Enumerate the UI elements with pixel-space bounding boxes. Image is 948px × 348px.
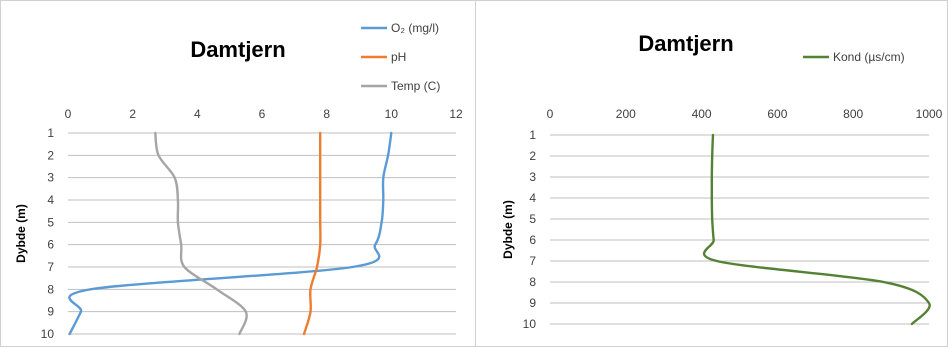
x-tick-label: 0 <box>65 107 72 121</box>
chart-title: Damtjern <box>190 37 285 62</box>
series-line <box>302 131 322 336</box>
x-tick-label: 4 <box>194 107 201 121</box>
y-tick-label: 5 <box>47 215 54 229</box>
y-tick-label: 5 <box>529 212 536 226</box>
y-axis-label: Dybde (m) <box>501 200 515 259</box>
y-tick-label: 2 <box>529 149 536 163</box>
y-tick-label: 4 <box>47 193 54 207</box>
y-tick-label: 9 <box>47 305 54 319</box>
y-axis-label: Dybde (m) <box>14 204 28 263</box>
x-tick-label: 1000 <box>916 107 943 121</box>
x-tick-label: 10 <box>385 107 399 121</box>
x-tick-label: 0 <box>547 107 554 121</box>
chart-title: Damtjern <box>638 31 733 56</box>
y-tick-label: 1 <box>529 128 536 142</box>
x-tick-label: 400 <box>692 107 712 121</box>
y-tick-label: 9 <box>529 296 536 310</box>
series-line <box>154 131 248 336</box>
series-line <box>68 131 393 336</box>
y-tick-label: 8 <box>529 275 536 289</box>
chart-right-svg: Damtjern 1 2 3 4 5 6 7 8 9 10 0 200 400 600 800 1000 Dybd… <box>501 31 943 331</box>
chart-right-panel: Damtjern 1 2 3 4 5 6 7 8 9 10 0 200 400 600 800 1000 Dybd… <box>476 0 948 347</box>
x-tick-label: 800 <box>843 107 863 121</box>
y-tick-label: 10 <box>41 327 55 341</box>
x-tick-label: 600 <box>767 107 787 121</box>
x-tick-label: 6 <box>259 107 266 121</box>
y-tick-label: 3 <box>47 171 54 185</box>
y-tick-label: 3 <box>529 170 536 184</box>
y-tick-label: 8 <box>47 282 54 296</box>
y-tick-label: 6 <box>529 233 536 247</box>
y-tick-label: 7 <box>47 260 54 274</box>
series-line <box>702 133 931 326</box>
y-tick-label: 1 <box>47 126 54 140</box>
y-tick-label: 2 <box>47 148 54 162</box>
x-tick-label: 12 <box>449 107 463 121</box>
y-tick-label: 7 <box>529 254 536 268</box>
legend-label: Temp (C) <box>391 79 440 93</box>
y-tick-label: 4 <box>529 191 536 205</box>
legend-label: pH <box>391 50 406 64</box>
y-tick-label: 6 <box>47 238 54 252</box>
chart-left-panel: Damtjern 1 2 3 4 5 6 7 8 9 10 0 2 4 6 8 10 12 Dybde (m) O₂ … <box>0 0 476 347</box>
x-tick-label: 8 <box>323 107 330 121</box>
legend-label: O₂ (mg/l) <box>391 21 439 35</box>
legend-label: Kond (µs/cm) <box>833 50 905 64</box>
x-tick-label: 2 <box>129 107 136 121</box>
x-tick-label: 200 <box>616 107 636 121</box>
y-tick-label: 10 <box>523 317 537 331</box>
